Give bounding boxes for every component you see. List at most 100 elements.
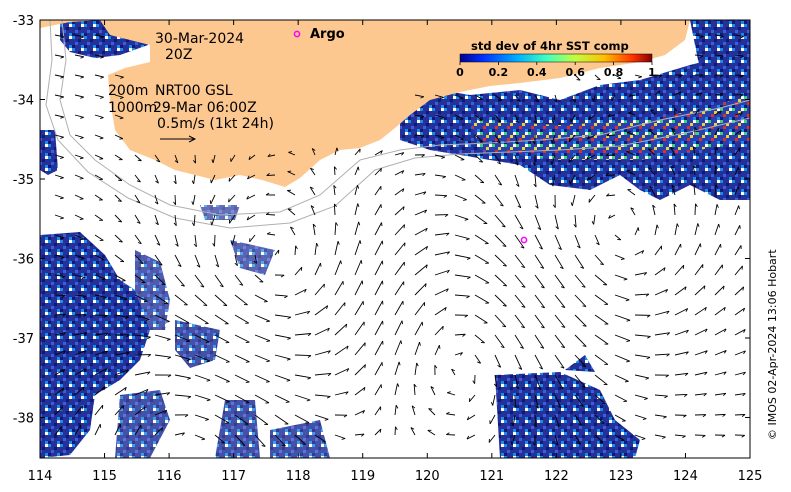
current-vector-head xyxy=(626,319,631,322)
current-vector-head xyxy=(462,333,466,337)
isobath-200-label: 200m xyxy=(108,83,148,99)
current-vector xyxy=(154,392,170,396)
current-vector xyxy=(246,214,256,221)
current-vector xyxy=(474,354,482,364)
current-vector-head xyxy=(466,416,470,421)
current-vector xyxy=(434,154,445,158)
current-vector-head xyxy=(210,221,213,226)
plot-frame xyxy=(39,19,751,459)
current-vector xyxy=(374,320,384,336)
current-vector xyxy=(434,232,450,236)
current-vector-head xyxy=(212,242,215,247)
current-vector-head xyxy=(626,360,630,363)
current-vector-head xyxy=(628,93,632,97)
current-vector xyxy=(434,174,446,177)
current-vector xyxy=(614,394,628,402)
current-vector xyxy=(614,374,629,382)
current-vector-head xyxy=(184,414,189,418)
current-vector xyxy=(374,406,382,416)
current-vector xyxy=(714,392,726,396)
current-vector xyxy=(210,174,216,184)
current-vector xyxy=(314,262,321,276)
current-vector-head xyxy=(521,285,526,288)
colorbar-tick-label: 0.4 xyxy=(527,66,547,79)
current-vector-head xyxy=(586,156,589,160)
current-vector xyxy=(413,384,416,396)
current-vector xyxy=(114,234,123,243)
current-vector-head xyxy=(401,152,405,156)
current-vector xyxy=(414,362,418,376)
current-vector xyxy=(274,414,289,425)
current-vector xyxy=(54,134,64,138)
current-vector xyxy=(214,354,230,363)
current-vector-head xyxy=(304,289,307,293)
current-vector-head xyxy=(645,293,650,297)
current-vector xyxy=(374,150,383,156)
current-vector-head xyxy=(647,336,651,339)
current-vector xyxy=(694,223,699,236)
current-vector xyxy=(274,434,286,447)
current-vector xyxy=(494,214,506,228)
colorbar-tick-label: 0 xyxy=(456,66,464,79)
current-vector xyxy=(294,434,306,445)
current-vector-head xyxy=(333,185,337,189)
current-vector xyxy=(468,394,476,403)
current-vector xyxy=(354,240,361,256)
current-vector-head xyxy=(143,406,146,411)
current-vector-head xyxy=(459,352,463,356)
current-vector xyxy=(94,114,104,119)
current-vector xyxy=(274,334,291,339)
current-vector-head xyxy=(539,247,543,250)
x-tick-label: 125 xyxy=(738,469,763,484)
current-vector-head xyxy=(623,278,628,281)
current-vector-head xyxy=(177,264,182,267)
current-vector xyxy=(234,414,249,425)
current-vector-head xyxy=(346,345,349,350)
current-vector-head xyxy=(446,288,449,293)
current-vector-head xyxy=(648,167,653,170)
current-vector xyxy=(654,394,668,397)
current-vector-head xyxy=(490,401,494,406)
current-vector xyxy=(451,368,456,376)
current-vector-head xyxy=(642,418,647,421)
current-vector xyxy=(430,386,436,396)
current-vector-head xyxy=(582,365,586,368)
current-vector xyxy=(354,321,365,336)
current-vector-head xyxy=(126,351,130,356)
current-vector xyxy=(554,274,565,289)
current-vector-head xyxy=(136,221,141,224)
current-vector-head xyxy=(682,435,686,439)
current-vector xyxy=(154,409,167,416)
current-vector xyxy=(474,234,489,244)
current-vector-head xyxy=(266,320,270,323)
current-vector-head xyxy=(440,137,445,140)
current-vector xyxy=(587,134,596,140)
date-label: 30-Mar-2024 xyxy=(155,31,244,47)
current-vector-head xyxy=(61,406,63,411)
current-vector xyxy=(734,54,744,57)
current-vector xyxy=(694,92,703,96)
current-vector-head xyxy=(395,426,398,431)
current-vector-head xyxy=(742,393,746,397)
current-vector-head xyxy=(641,250,645,254)
current-vector-head xyxy=(99,158,104,160)
current-vector-head xyxy=(665,289,668,293)
current-vector xyxy=(588,114,596,120)
current-vector-head xyxy=(99,117,104,120)
current-vector xyxy=(534,174,537,187)
current-vector xyxy=(671,184,676,196)
current-vector-head xyxy=(521,305,526,308)
current-vector-head xyxy=(550,139,553,144)
current-vector xyxy=(248,154,256,161)
current-vector-head xyxy=(499,204,504,207)
current-vector xyxy=(154,154,161,163)
current-vector xyxy=(434,269,450,276)
current-vector-head xyxy=(265,212,270,215)
current-vector-head xyxy=(578,423,583,426)
current-vector xyxy=(194,314,209,324)
current-vector xyxy=(214,274,224,288)
x-tick-label: 119 xyxy=(350,469,375,484)
current-vector-head xyxy=(500,346,505,349)
current-vector xyxy=(714,285,725,296)
current-vector xyxy=(192,194,196,205)
